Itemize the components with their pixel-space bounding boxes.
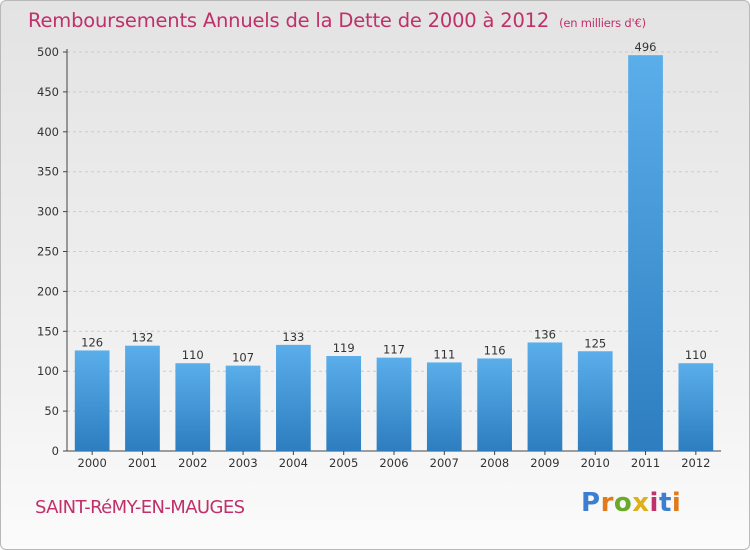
x-tick-label: 2001 [128, 456, 157, 470]
x-tick-label: 2007 [430, 456, 459, 470]
chart-title-text: Remboursements Annuels de la Dette de 20… [28, 9, 550, 32]
bar [125, 345, 160, 451]
bar [477, 358, 512, 451]
x-tick-label: 2003 [228, 456, 257, 470]
bar-value-label: 125 [584, 336, 606, 350]
bar [326, 356, 362, 451]
bar [426, 362, 462, 451]
data-labels: 126 132 110 107 133 119 117 111 116 136 125 496 110 [81, 40, 707, 364]
y-tick-label: 0 [52, 444, 59, 458]
logo-letter: o [613, 488, 633, 518]
bar [376, 357, 412, 451]
axes: 0 50 100 150 200 250 300 350 400 450 500 2000 2001 20… [37, 45, 721, 470]
bar-value-label: 117 [383, 343, 405, 357]
x-tick-label: 2000 [78, 456, 107, 470]
bar [577, 351, 613, 451]
y-tick-label: 400 [37, 125, 59, 139]
logo-letter: i [649, 488, 659, 518]
bar-value-label: 111 [433, 347, 455, 361]
y-tick-label: 500 [37, 45, 59, 59]
proxiti-logo: Proxiti [581, 488, 681, 518]
x-tick-label: 2004 [279, 456, 308, 470]
logo-letter: r [600, 488, 614, 518]
bar [678, 363, 714, 451]
x-tick-label: 2005 [329, 456, 358, 470]
x-tick-label: 2008 [480, 456, 509, 470]
y-tick-label: 350 [37, 165, 59, 179]
bar [175, 363, 211, 451]
commune-name: SAINT-RéMY-EN-MAUGES [35, 497, 245, 518]
chart-subtitle: (en milliers d'€) [559, 16, 646, 30]
logo-letter: i [671, 488, 682, 518]
logo-letter: x [632, 488, 650, 518]
bar [74, 350, 110, 451]
bar-value-label: 126 [81, 335, 103, 349]
bar [527, 342, 563, 451]
y-tick-label: 50 [44, 404, 59, 418]
x-tick-label: 2009 [530, 456, 559, 470]
bar [628, 55, 663, 451]
y-tick-label: 450 [37, 85, 59, 99]
bar-value-label: 133 [282, 330, 304, 344]
x-tick-label: 2010 [581, 456, 610, 470]
chart-title: Remboursements Annuels de la Dette de 20… [28, 9, 646, 32]
gridlines [67, 51, 721, 412]
x-tick-label: 2002 [178, 456, 207, 470]
logo-letter: P [581, 488, 601, 518]
bars [74, 55, 714, 451]
y-tick-label: 100 [37, 364, 59, 378]
y-tick-label: 150 [37, 324, 59, 338]
bar-value-label: 107 [232, 351, 254, 365]
bar-value-label: 132 [131, 331, 153, 345]
bar-value-label: 110 [182, 348, 204, 362]
bar-value-label: 116 [484, 343, 506, 357]
logo-letter: t [658, 488, 672, 518]
y-tick-label: 300 [37, 205, 59, 219]
bar [225, 365, 261, 451]
y-tick-label: 250 [37, 245, 59, 259]
bar-value-label: 110 [685, 348, 707, 362]
bar [276, 344, 311, 451]
x-tick-label: 2011 [631, 456, 660, 470]
x-tick-label: 2012 [681, 456, 710, 470]
x-tick-label: 2006 [379, 456, 408, 470]
y-tick-label: 200 [37, 284, 59, 298]
bar-value-label: 136 [534, 327, 556, 341]
bar-value-label: 119 [333, 341, 355, 355]
bar-value-label: 496 [635, 40, 657, 54]
